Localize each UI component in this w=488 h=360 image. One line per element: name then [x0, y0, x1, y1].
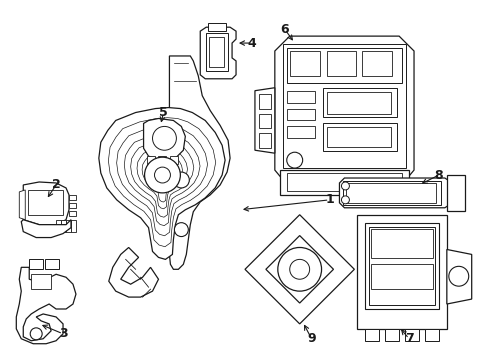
Bar	[365, 329, 379, 341]
Polygon shape	[137, 148, 187, 209]
Bar	[170, 156, 178, 164]
Circle shape	[289, 260, 309, 279]
Polygon shape	[446, 175, 464, 211]
Circle shape	[277, 247, 321, 291]
Text: 4: 4	[247, 37, 256, 50]
Bar	[286, 48, 401, 83]
Bar	[357, 215, 446, 329]
Bar	[343, 181, 440, 205]
Bar	[31, 274, 51, 289]
Polygon shape	[169, 56, 230, 269]
Polygon shape	[274, 36, 413, 182]
Polygon shape	[200, 27, 236, 79]
Text: 5: 5	[159, 106, 167, 119]
Bar	[424, 329, 438, 341]
Bar	[209, 37, 224, 67]
Bar	[404, 329, 418, 341]
Bar	[286, 109, 314, 121]
Polygon shape	[446, 249, 471, 304]
Bar	[346, 183, 435, 203]
Bar	[282, 44, 405, 168]
Polygon shape	[124, 135, 200, 226]
Polygon shape	[244, 215, 354, 324]
Polygon shape	[142, 153, 182, 202]
Polygon shape	[71, 220, 76, 231]
Circle shape	[286, 152, 302, 168]
Bar	[286, 173, 401, 191]
Bar	[365, 223, 438, 309]
Polygon shape	[130, 141, 193, 217]
Circle shape	[173, 172, 189, 188]
Bar	[208, 23, 225, 31]
Circle shape	[154, 167, 170, 183]
Circle shape	[152, 126, 176, 150]
Bar	[146, 156, 154, 164]
Polygon shape	[69, 211, 76, 216]
Text: 1: 1	[325, 193, 333, 206]
Polygon shape	[21, 220, 71, 238]
Text: 7: 7	[404, 332, 412, 345]
Circle shape	[341, 182, 349, 190]
Polygon shape	[265, 235, 333, 303]
Circle shape	[30, 328, 42, 340]
Polygon shape	[279, 170, 408, 195]
Circle shape	[448, 266, 468, 286]
Bar	[385, 329, 398, 341]
Bar	[289, 51, 319, 76]
Text: 3: 3	[59, 327, 67, 340]
Polygon shape	[108, 247, 158, 297]
Polygon shape	[339, 178, 456, 208]
Bar	[45, 260, 59, 269]
Polygon shape	[254, 88, 274, 153]
Polygon shape	[99, 108, 224, 260]
Bar	[286, 126, 314, 138]
Bar	[326, 51, 356, 76]
Bar	[370, 264, 432, 289]
Circle shape	[341, 196, 349, 204]
Bar	[28, 190, 63, 215]
Polygon shape	[108, 118, 215, 247]
Polygon shape	[16, 267, 76, 344]
Polygon shape	[19, 190, 25, 220]
Bar	[258, 113, 270, 129]
Text: 8: 8	[434, 168, 442, 181]
Polygon shape	[117, 126, 207, 236]
Polygon shape	[69, 203, 76, 208]
Bar	[258, 94, 270, 109]
Polygon shape	[66, 220, 71, 231]
Text: 6: 6	[280, 23, 288, 36]
Bar	[326, 92, 390, 113]
Bar	[326, 127, 390, 147]
Bar	[158, 156, 166, 164]
Bar	[322, 88, 396, 117]
Bar	[362, 51, 391, 76]
Bar	[206, 33, 227, 71]
Polygon shape	[23, 182, 69, 225]
Text: 2: 2	[52, 179, 61, 192]
Polygon shape	[61, 220, 66, 231]
Bar	[258, 133, 270, 148]
Polygon shape	[69, 195, 76, 200]
Circle shape	[174, 223, 188, 237]
Text: 9: 9	[306, 332, 315, 345]
Bar	[368, 227, 434, 305]
Bar	[322, 123, 396, 151]
Polygon shape	[143, 118, 185, 160]
Bar	[286, 91, 314, 103]
Bar	[29, 260, 43, 269]
Bar	[370, 229, 432, 258]
Polygon shape	[56, 220, 61, 231]
Circle shape	[144, 157, 180, 193]
